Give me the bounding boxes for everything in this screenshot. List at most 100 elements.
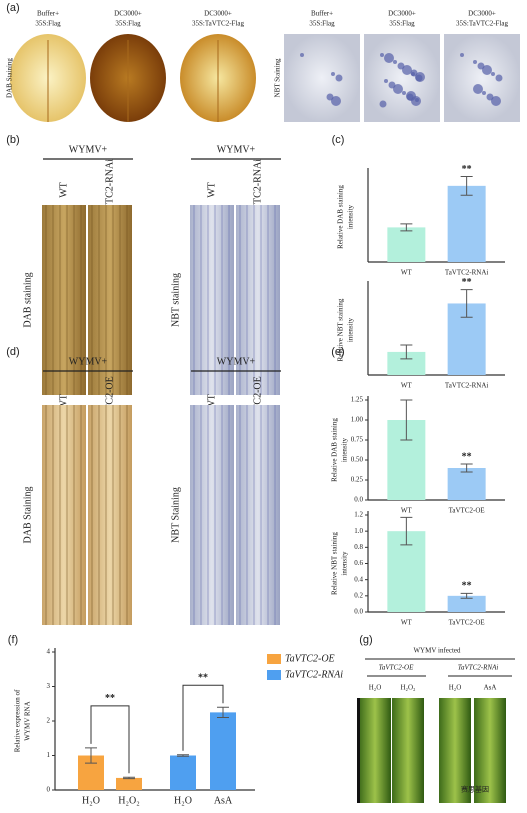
- nbt-spot: [326, 93, 334, 101]
- nbt-spot: [397, 62, 405, 70]
- y-tick-label: 1.25: [351, 396, 364, 404]
- y-axis-label: intensity: [341, 551, 349, 576]
- bar: [447, 185, 486, 262]
- g-treatment: AsA: [484, 684, 497, 692]
- line-label: WT: [206, 182, 217, 198]
- nbt-spot: [402, 91, 406, 95]
- y-tick-label: 1: [47, 751, 51, 759]
- nbt-spot: [331, 96, 341, 106]
- x-tick-label: AsA: [214, 795, 233, 806]
- nbt-spot: [482, 91, 486, 95]
- y-tick-label: 4: [47, 648, 51, 656]
- photo-bg: [357, 698, 360, 803]
- error-bar: [85, 747, 97, 764]
- condition-label: 35S:Flag: [35, 20, 61, 28]
- leaf-photo: [439, 698, 471, 803]
- watermark: 赛思基因: [461, 785, 489, 794]
- error-bar: [217, 706, 229, 719]
- y-axis-label: Relative expression of: [14, 689, 22, 752]
- x-tick-label: WT: [401, 269, 413, 277]
- panel-label: (d): [6, 346, 19, 358]
- nbt-spot: [482, 65, 492, 75]
- x-tick-label: WT: [401, 619, 413, 627]
- y-tick-label: 1.00: [351, 416, 364, 424]
- g-title: WYMV infected: [413, 647, 461, 655]
- condition-label: Buffer+: [311, 10, 333, 18]
- error-bar: [460, 289, 473, 318]
- panel-label: (c): [332, 134, 345, 146]
- stain-label: NBT Staining: [274, 58, 282, 97]
- legend-label: TaVTC2-OE: [285, 653, 335, 664]
- nbt-spot: [335, 74, 343, 82]
- leaf-photo: [359, 698, 391, 803]
- nbt-spot: [300, 53, 304, 57]
- x-tick-label: TaVTC2-OE: [449, 619, 485, 627]
- x-tick-label: H₂O₂: [118, 795, 139, 806]
- nbt-spot: [410, 69, 418, 77]
- line-label: TaVTC2-RNAi: [104, 159, 115, 221]
- panel-label: (b): [6, 134, 19, 146]
- y-tick-label: 1.2: [354, 511, 363, 519]
- line-label: TaVTC2-RNAi: [252, 159, 263, 221]
- y-axis-label: Relative NBT staining: [337, 298, 345, 361]
- condition-label: DC3000+: [468, 10, 496, 18]
- leaf-strip: [42, 405, 86, 625]
- bar: [170, 755, 196, 790]
- y-tick-label: 0.2: [354, 591, 363, 599]
- stain-label: DAB staining: [22, 272, 33, 327]
- error-bar: [400, 399, 413, 441]
- panel-label: (a): [6, 2, 19, 14]
- panel-label: (f): [8, 634, 18, 646]
- nbt-spot: [393, 84, 403, 94]
- error-bar: [460, 463, 473, 473]
- y-tick-label: 1.0: [354, 527, 363, 535]
- panel-label: (e): [331, 346, 344, 358]
- nbt-spot: [491, 72, 495, 76]
- y-axis-label: Relative NBT staining: [331, 532, 339, 595]
- nbt-spot: [415, 72, 425, 82]
- x-tick-label: H₂O: [174, 795, 192, 806]
- line-label: WT: [206, 394, 217, 410]
- error-bar: [123, 776, 135, 780]
- nbt-spot: [379, 100, 387, 108]
- error-bar: [460, 176, 473, 196]
- leaf-strip: [88, 205, 132, 395]
- condition-label: DC3000+: [204, 10, 232, 18]
- error-bar: [460, 592, 473, 599]
- y-tick-label: 0.25: [351, 476, 364, 484]
- nbt-spot: [384, 53, 394, 63]
- dish-photo: [364, 34, 440, 122]
- significance-bracket: [182, 684, 224, 751]
- leaf-strip: [190, 205, 234, 395]
- leaf-strip: [88, 405, 132, 625]
- nbt-spot: [393, 60, 397, 64]
- significance: **: [462, 581, 472, 592]
- stain-label: NBT Staining: [170, 487, 181, 543]
- y-tick-label: 0.0: [354, 496, 363, 504]
- y-tick-label: 0.0: [354, 608, 363, 616]
- condition-label: 35S:Flag: [309, 20, 335, 28]
- y-tick-label: 0.8: [354, 543, 363, 551]
- y-tick-label: 0.75: [351, 436, 364, 444]
- condition-label: Buffer+: [37, 10, 59, 18]
- y-tick-label: 0.4: [354, 575, 363, 583]
- g-group: TaVTC2-RNAi: [458, 664, 499, 672]
- dish-photo: [284, 34, 360, 122]
- group-header: WYMV+: [217, 144, 256, 155]
- x-tick-label: TaVTC2-RNAi: [445, 382, 489, 390]
- stain-label: DAB Staining: [6, 58, 14, 98]
- condition-label: DC3000+: [114, 10, 142, 18]
- y-axis-label: Relative DAB staining: [337, 185, 345, 249]
- line-label: TaVTC2-OE: [104, 376, 115, 428]
- dish-photo: [444, 34, 520, 122]
- significance: **: [462, 277, 472, 288]
- significance-bracket: [90, 705, 130, 774]
- nbt-spot: [406, 91, 416, 101]
- legend-label: TaVTC2-RNAi: [285, 669, 343, 680]
- nbt-spot: [380, 53, 384, 57]
- g-treatment: H₂O₂: [401, 684, 417, 692]
- nbt-spot: [460, 53, 464, 57]
- nbt-spot: [473, 60, 477, 64]
- error-bar: [177, 754, 189, 757]
